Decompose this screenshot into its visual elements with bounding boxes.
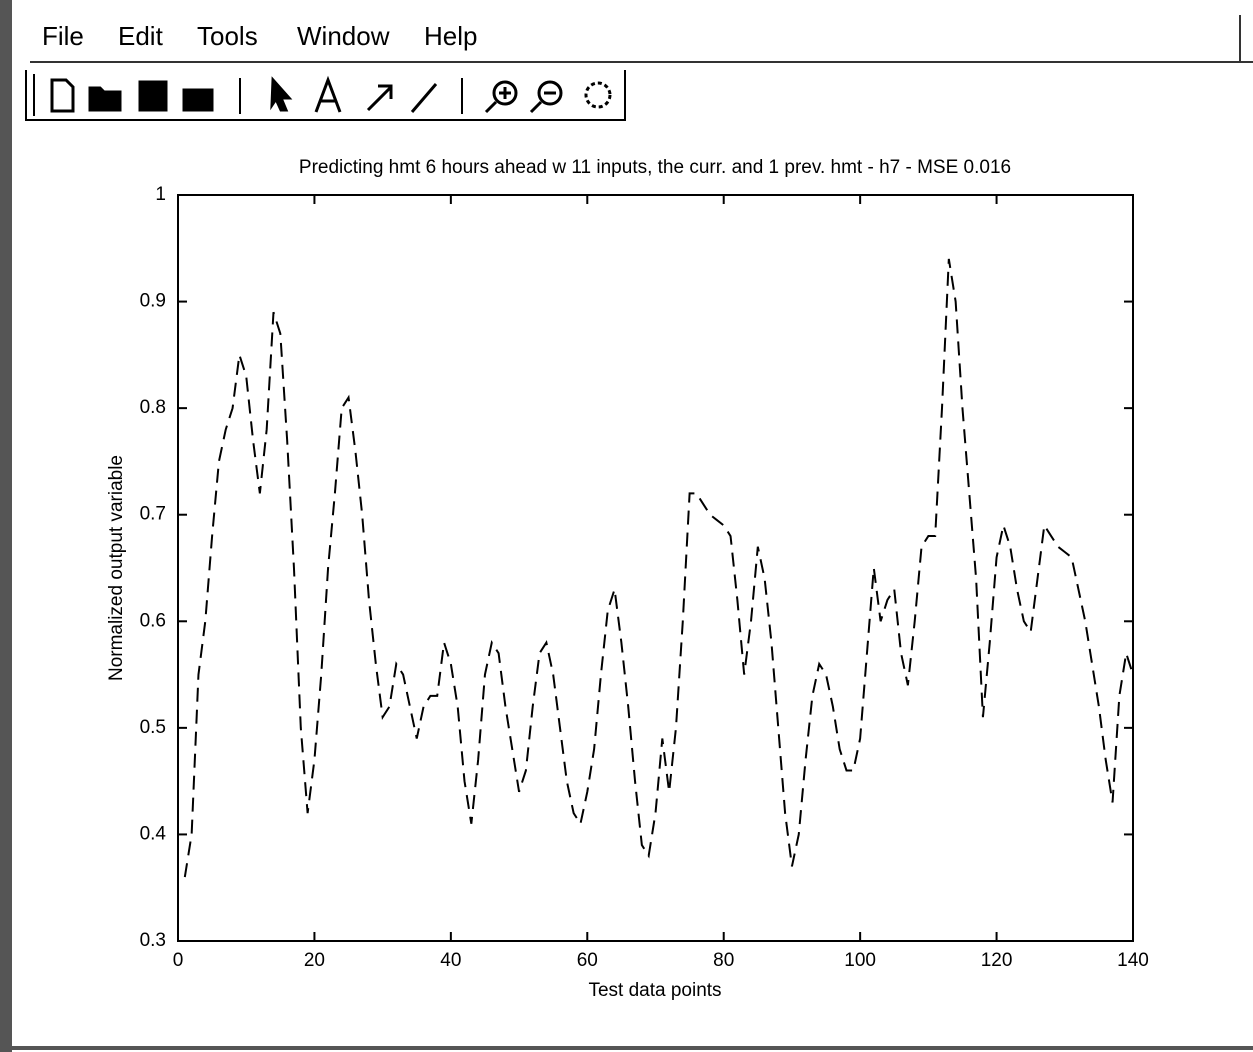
x-tick-label: 20 [304,950,325,971]
x-tick-label: 80 [713,950,734,971]
x-tick-label: 0 [173,950,184,971]
new-icon[interactable] [52,80,73,111]
line-icon[interactable] [412,84,436,112]
menu-item[interactable]: File [42,21,84,51]
y-tick-label: 0.8 [140,397,166,418]
save-icon[interactable] [140,82,166,110]
rotate-icon[interactable] [586,83,610,107]
y-tick-label: 0.5 [140,717,166,738]
x-tick-label: 140 [1117,950,1149,971]
y-tick-label: 0.9 [140,291,166,312]
window-border [0,0,12,1052]
chart-title: Predicting hmt 6 hours ahead w 11 inputs… [299,157,1011,178]
y-axis-label: Normalized output variable [106,455,127,681]
print-icon[interactable] [184,90,212,110]
y-tick-label: 0.7 [140,504,166,525]
menu-item[interactable]: Tools [197,21,258,51]
data-line [185,259,1133,877]
text-icon[interactable] [316,80,340,112]
x-tick-label: 100 [844,950,876,971]
plot: Predicting hmt 6 hours ahead w 11 inputs… [106,157,1149,1001]
x-axis-label: Test data points [588,980,721,1001]
menu-item[interactable]: Window [297,21,390,51]
x-tick-label: 120 [981,950,1013,971]
arrow-icon[interactable] [368,86,391,110]
y-tick-label: 1 [155,184,166,205]
page: File Edit Tools Window Help Predicting h… [0,0,1253,1052]
x-tick-label: 40 [440,950,461,971]
menu-item[interactable]: Help [424,21,477,51]
figure-window: File Edit Tools Window Help Predicting h… [0,0,1253,1052]
toolbar [26,70,625,120]
menu-bar: File Edit Tools Window Help [42,21,477,51]
y-tick-label: 0.6 [140,610,166,631]
axes-box [178,195,1133,941]
x-tick-label: 60 [577,950,598,971]
menu-item[interactable]: Edit [118,21,164,51]
open-icon[interactable] [90,88,120,110]
y-tick-label: 0.4 [140,823,167,844]
select-icon[interactable] [272,80,289,110]
y-tick-label: 0.3 [140,930,166,951]
